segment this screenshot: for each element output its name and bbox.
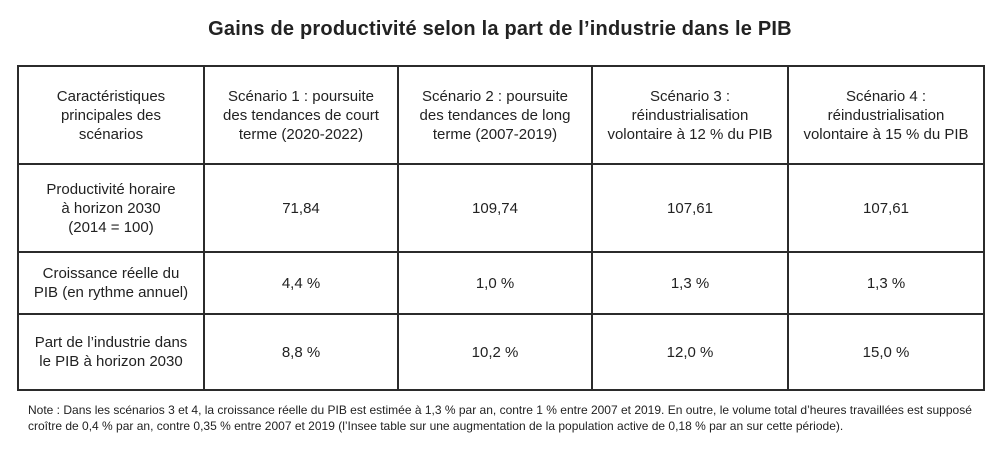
row-label-productivity: Productivité horaire à horizon 2030 (201…	[17, 163, 205, 253]
table-cell: 1,3 %	[787, 251, 985, 315]
header-scenario-2: Scénario 2 : poursuite des tendances de …	[397, 65, 593, 165]
header-characteristics: Caractéristiques principales des scénari…	[17, 65, 205, 165]
table-cell: 71,84	[203, 163, 399, 253]
table-cell: 109,74	[397, 163, 593, 253]
table-row: Croissance réelle du PIB (en rythme annu…	[17, 251, 985, 315]
table-row: Part de l’industrie dans le PIB à horizo…	[17, 313, 985, 391]
table-cell: 15,0 %	[787, 313, 985, 391]
table-cell: 8,8 %	[203, 313, 399, 391]
header-scenario-4: Scénario 4 : réindustrialisation volonta…	[787, 65, 985, 165]
table-cell: 10,2 %	[397, 313, 593, 391]
row-label-growth: Croissance réelle du PIB (en rythme annu…	[17, 251, 205, 315]
table-header-row: Caractéristiques principales des scénari…	[17, 65, 985, 165]
table-row: Productivité horaire à horizon 2030 (201…	[17, 163, 985, 253]
table-cell: 107,61	[787, 163, 985, 253]
row-label-industry-share: Part de l’industrie dans le PIB à horizo…	[17, 313, 205, 391]
footnote: Note : Dans les scénarios 3 et 4, la cro…	[28, 403, 972, 433]
table-cell: 12,0 %	[591, 313, 789, 391]
table-cell: 1,3 %	[591, 251, 789, 315]
scenario-table: Caractéristiques principales des scénari…	[17, 65, 985, 391]
table-cell: 107,61	[591, 163, 789, 253]
table-cell: 1,0 %	[397, 251, 593, 315]
table-cell: 4,4 %	[203, 251, 399, 315]
header-scenario-1: Scénario 1 : poursuite des tendances de …	[203, 65, 399, 165]
header-scenario-3: Scénario 3 : réindustrialisation volonta…	[591, 65, 789, 165]
table-title: Gains de productivité selon la part de l…	[208, 18, 792, 40]
